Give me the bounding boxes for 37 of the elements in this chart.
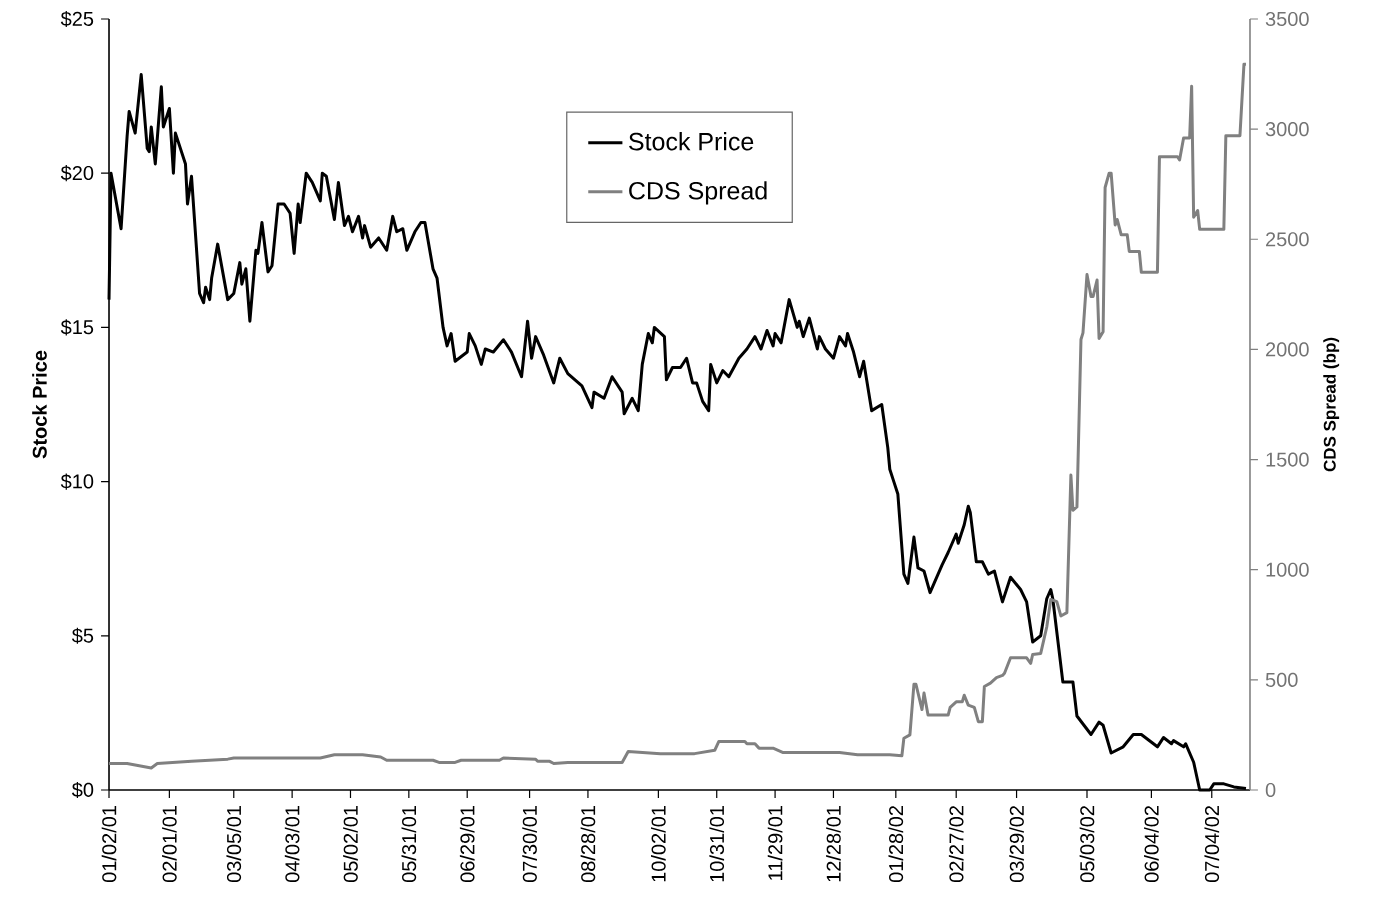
y2-tick-label: 1000 [1266,562,1309,577]
x-tick-label: 11/29/01 [767,806,783,880]
y-tick-label: $25 [60,10,94,28]
x-tick-label: 04/03/01 [284,806,300,883]
x-tick-label: 01/28/02 [888,806,904,883]
x-tick-label: 05/03/02 [1079,806,1095,883]
x-tick-label: 06/04/02 [1144,806,1159,883]
x-tick-label: 05/31/01 [401,806,417,883]
x-tick-label: 07/04/02 [1204,806,1220,883]
x-tick-label: 02/01/01 [162,806,177,883]
legend-label: Stock Price [629,132,754,151]
y-axis-title: Stock Price [32,350,47,459]
x-tick-label: 02/27/02 [948,806,964,883]
x-tick-label: 03/05/01 [226,806,242,883]
y2-tick-label: 2500 [1266,232,1309,247]
x-tick-label: 08/28/01 [580,806,596,883]
y-tick-label: $5 [71,627,94,644]
x-tick-label: 01/02/01 [101,806,117,883]
x-tick-label: 07/30/01 [522,806,537,883]
x-tick-label: 05/02/01 [343,806,358,883]
y-tick-label: $20 [60,165,94,182]
y2-tick-label: 2000 [1266,342,1309,357]
y-tick-label: $0 [71,781,94,799]
y2-tick-label: 0 [1265,782,1276,798]
y-tick-label: $15 [60,319,94,336]
y2-tick-label: 1500 [1266,452,1309,467]
x-tick-label: 06/29/01 [459,806,475,883]
y2-tick-label: 3000 [1265,122,1309,137]
x-tick-label: 03/29/02 [1009,806,1024,883]
x-tick-label: 10/02/01 [651,806,666,882]
legend-label: CDS Spread [629,181,767,205]
x-tick-label: 12/28/01 [826,806,841,882]
y2-tick-label: 3500 [1265,11,1309,27]
y-tick-label: $10 [60,473,94,490]
x-tick-label: 10/31/01 [709,806,725,882]
y2-axis-title: CDS Spread (bp) [1323,337,1340,472]
y2-tick-label: 500 [1265,672,1298,687]
